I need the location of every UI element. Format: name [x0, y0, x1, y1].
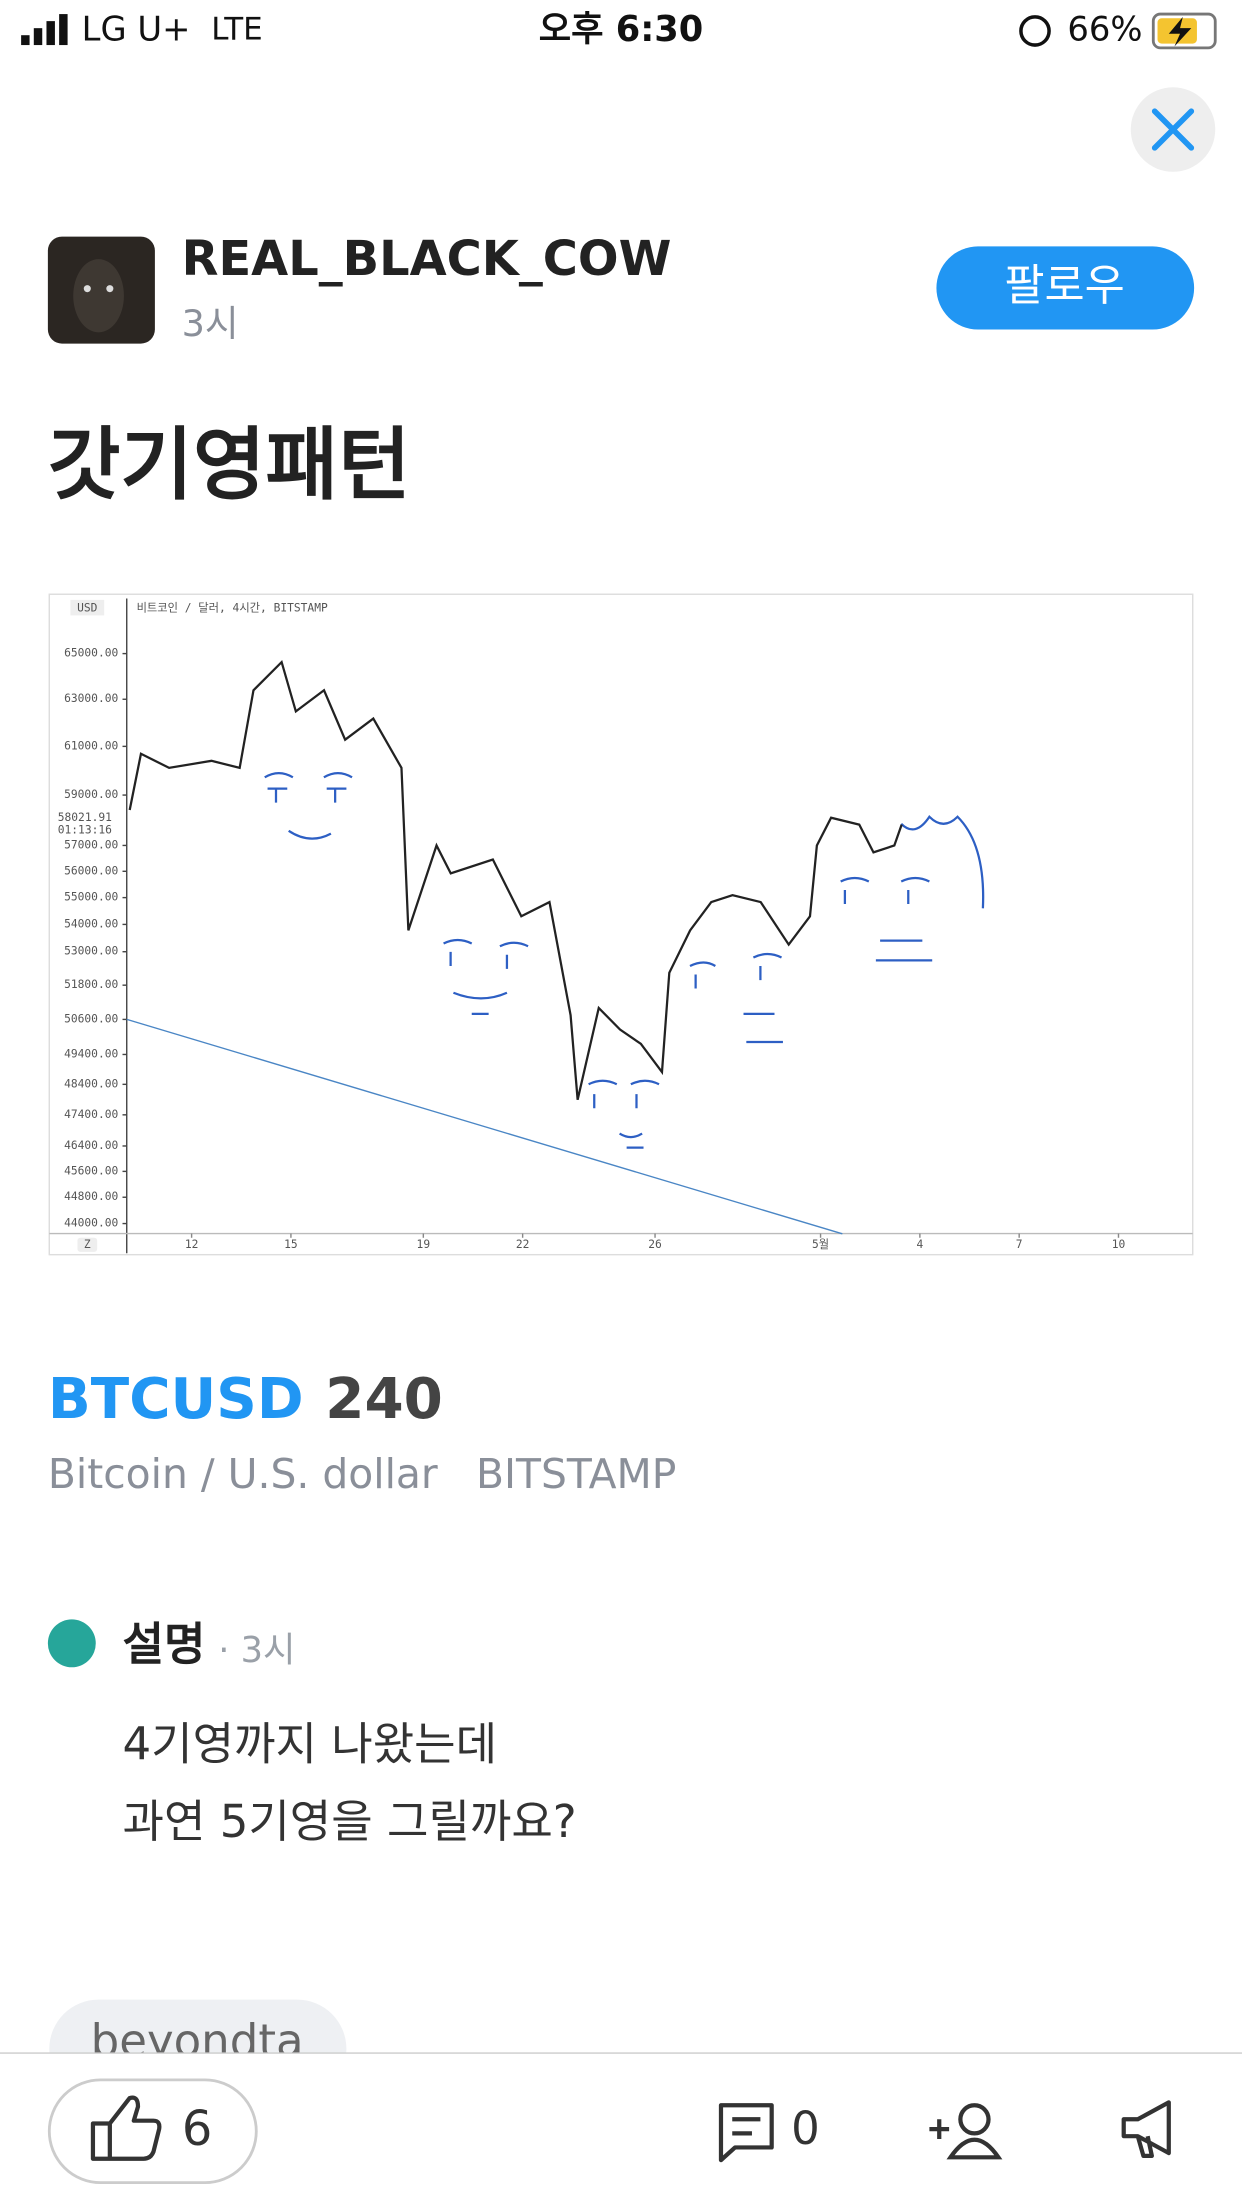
post-time: 3시 [182, 302, 239, 345]
currency-badge [70, 599, 105, 616]
interval: 240 [325, 1367, 443, 1432]
y-tick-label: 63000.00 [64, 692, 118, 705]
carrier: LG U+ [82, 9, 191, 48]
ticker[interactable]: BTCUSD [48, 1367, 304, 1432]
close-button[interactable] [1130, 87, 1216, 172]
zoom-label[interactable]: Z [84, 1238, 91, 1251]
y-tick-label: 51800.00 [64, 978, 118, 991]
signal [21, 14, 68, 46]
comment-button[interactable]: 0 [718, 2102, 820, 2163]
battery-icon [1151, 12, 1217, 50]
author-name[interactable]: REAL_BLACK_COW [182, 232, 672, 287]
x-tick-label: 26 [648, 1238, 662, 1251]
lock-icon [1019, 15, 1051, 47]
y-tick-label: 65000.00 [64, 647, 118, 660]
like-button[interactable]: 6 [47, 2078, 258, 2185]
add-follower-button[interactable] [929, 2103, 1003, 2160]
x-tick-label: 7 [1016, 1238, 1023, 1251]
network: LTE [211, 11, 262, 47]
price-line [128, 659, 903, 1101]
follow-button[interactable]: 팔로우 [936, 246, 1195, 330]
y-tick-label: 57000.00 [64, 838, 118, 851]
follow-label[interactable]: 팔로우 [1004, 261, 1124, 312]
description-line: 과연 5기영을 그릴까요? [123, 1795, 577, 1848]
exchange: BITSTAMP [476, 1450, 676, 1498]
description-label: 설명 [123, 1618, 206, 1671]
description-time: · 3시 [218, 1630, 295, 1671]
x-tick-label: 15 [284, 1238, 298, 1251]
chart-image: 비트코인 / 달러, 4시간, BITSTAMP USD Z 65000.00 6… [48, 593, 1194, 1256]
x-tick-label: 5월 [812, 1238, 829, 1251]
description-dot [47, 1619, 96, 1668]
x-tick-label: 12 [185, 1238, 199, 1251]
y-tick-label: 44000.00 [64, 1217, 118, 1230]
y-tick-label: 45600.00 [64, 1164, 118, 1177]
y-tick-label: 47400.00 [64, 1108, 118, 1121]
y-tick-label: 61000.00 [64, 739, 118, 752]
clock: 오후 6:30 [539, 9, 704, 50]
y-tick-label: 55000.00 [64, 891, 118, 904]
zoom-button[interactable] [77, 1237, 98, 1252]
y-tick-label: 54000.00 [64, 917, 118, 930]
last-price-tag [53, 811, 124, 840]
doodles [264, 771, 985, 1149]
y-tick-label: 48400.00 [64, 1077, 118, 1090]
y-tick-label: 49400.00 [64, 1047, 118, 1060]
x-tick-label: 4 [916, 1238, 923, 1251]
x-tick-label: 22 [516, 1238, 530, 1251]
description-line: 4기영까지 나왔는데 [123, 1718, 498, 1771]
like-count[interactable]: 6 [182, 2102, 212, 2157]
x-tick-label: 19 [417, 1238, 431, 1251]
x-tick-label: 10 [1112, 1238, 1126, 1251]
share-button[interactable] [1121, 2100, 1171, 2159]
countdown: 01:13:16 [58, 824, 112, 837]
last-price: 58021.91 [58, 811, 112, 824]
y-tick-label: 59000.00 [64, 788, 118, 801]
y-tick-label: 44800.00 [64, 1190, 118, 1203]
battery-level: 66% [1067, 9, 1142, 48]
y-tick-label: 46400.00 [64, 1139, 118, 1152]
trend-line [126, 1018, 843, 1235]
y-tick-label: 50600.00 [64, 1012, 118, 1025]
y-tick-label: 53000.00 [64, 945, 118, 958]
chart-caption: 비트코인 / 달러, 4시간, BITSTAMP [137, 600, 328, 614]
post-title: 갓기영패턴 [48, 419, 411, 511]
comment-count[interactable]: 0 [791, 2102, 820, 2155]
avatar[interactable] [47, 236, 155, 344]
symbol-name: Bitcoin / U.S. dollar [48, 1450, 438, 1498]
chart-frame [48, 593, 1194, 1256]
currency: USD [77, 601, 98, 614]
y-tick-label: 56000.00 [64, 864, 118, 877]
